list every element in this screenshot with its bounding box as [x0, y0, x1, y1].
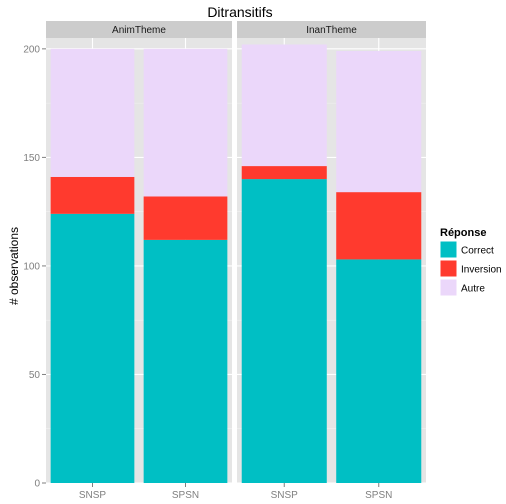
- facet-panels: AnimTheme SNSP SPSN InanTheme SNSP SPSN: [46, 21, 426, 501]
- chart-title: Ditransitifs: [207, 4, 272, 20]
- legend-key-inversion: [439, 259, 458, 278]
- y-tick-label: 150: [23, 153, 40, 164]
- legend-key-autre: [439, 278, 458, 297]
- bar-segment-autre-snsp: [50, 48, 135, 177]
- y-tick-label: 0: [34, 479, 40, 490]
- facet-strip: [237, 21, 426, 38]
- bar-segment-inversion-snsp: [241, 166, 327, 180]
- x-tick-label: SNSP: [271, 490, 299, 501]
- bar-segment-correct-spsn: [143, 239, 228, 483]
- y-tick-label: 200: [23, 44, 40, 55]
- facet-strip: [46, 21, 232, 38]
- bar-segment-autre-spsn: [143, 48, 228, 197]
- legend: Réponse Correct Inversion Autre: [439, 227, 502, 297]
- legend-label-autre: Autre: [461, 284, 485, 295]
- y-tick-label: 100: [23, 261, 40, 272]
- panel-InanTheme: InanTheme SNSP SPSN: [237, 21, 426, 501]
- bar-segment-correct-spsn: [336, 259, 422, 483]
- bar-segment-correct-snsp: [50, 213, 135, 483]
- x-tick-label: SNSP: [79, 490, 107, 501]
- bar-segment-autre-spsn: [336, 51, 422, 193]
- y-tick-label: 50: [29, 370, 41, 381]
- facet-label: InanTheme: [306, 25, 357, 36]
- legend-label-correct: Correct: [461, 246, 494, 257]
- x-tick-label: SPSN: [172, 490, 199, 501]
- facet-label: AnimTheme: [112, 25, 166, 36]
- legend-title: Réponse: [440, 227, 486, 239]
- y-axis-label: # observations: [7, 227, 21, 305]
- bar-segment-correct-snsp: [241, 179, 327, 483]
- panel-AnimTheme: AnimTheme SNSP SPSN: [46, 21, 232, 501]
- bar-segment-autre-snsp: [241, 44, 327, 167]
- bar-segment-inversion-spsn: [143, 196, 228, 240]
- bar-segment-inversion-snsp: [50, 176, 135, 214]
- bar-segment-inversion-spsn: [336, 192, 422, 260]
- legend-label-inversion: Inversion: [461, 265, 502, 276]
- y-axis: 0 50 100 150 200: [23, 44, 46, 490]
- x-tick-label: SPSN: [365, 490, 392, 501]
- legend-key-correct: [439, 240, 458, 259]
